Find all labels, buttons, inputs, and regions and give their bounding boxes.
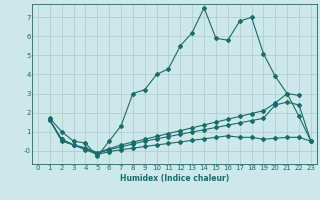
X-axis label: Humidex (Indice chaleur): Humidex (Indice chaleur) bbox=[120, 174, 229, 183]
